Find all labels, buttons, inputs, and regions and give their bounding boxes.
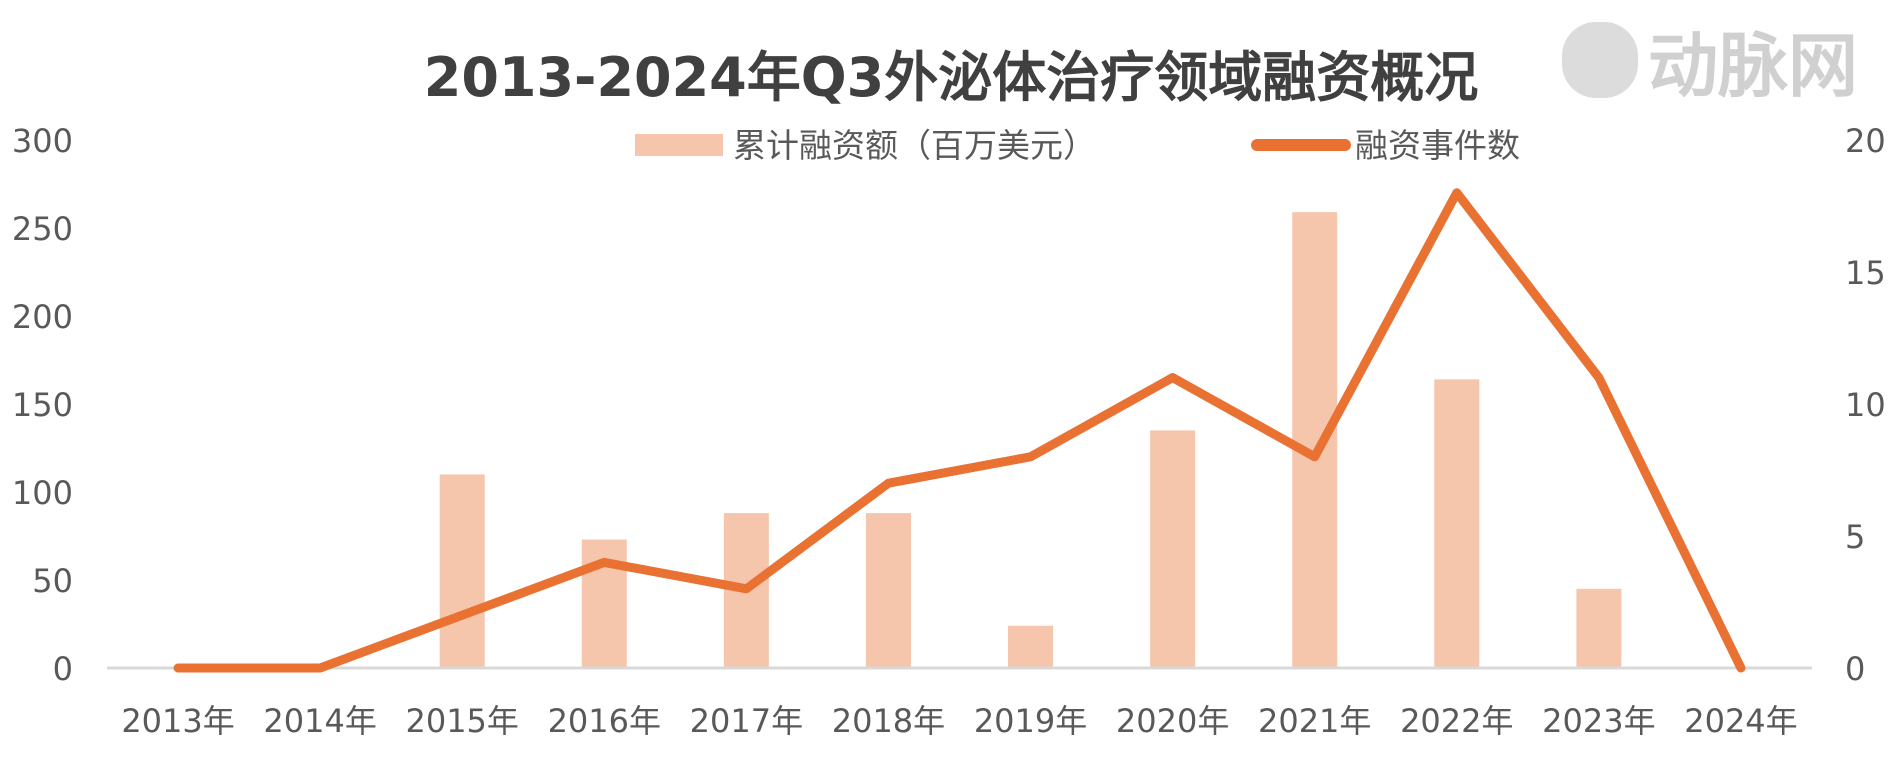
bar-2015年	[439, 474, 485, 668]
line-point-2019年	[1029, 455, 1032, 458]
chart-title: 2013-2024年Q3外泌体治疗领域融资概况	[424, 46, 1478, 109]
x-tick-label: 2023年	[1542, 702, 1655, 740]
line-series-events	[173, 188, 1746, 673]
legend: 累计融资额（百万美元） 融资事件数	[635, 126, 1520, 165]
line-point-2013年	[177, 667, 180, 669]
y-right-tick-label: 5	[1845, 518, 1865, 556]
watermark: 动脉网	[1562, 22, 1858, 107]
line-point-2021年	[1313, 455, 1316, 458]
x-tick-label: 2019年	[974, 702, 1087, 740]
y-left-tick-label: 300	[12, 122, 73, 160]
watermark-logo-icon	[1562, 22, 1638, 98]
line-point-2024年	[1739, 667, 1742, 669]
bar-2021年	[1292, 212, 1338, 668]
y-right-tick-label: 20	[1845, 122, 1886, 160]
line-point-2015年	[461, 614, 464, 617]
x-tick-label: 2017年	[690, 702, 803, 740]
legend-line-label: 融资事件数	[1355, 126, 1520, 165]
x-tick-label: 2013年	[121, 702, 234, 740]
y-right-tick-label: 0	[1845, 650, 1865, 688]
x-tick-label: 2022年	[1400, 702, 1513, 740]
bar-2022年	[1434, 379, 1480, 668]
watermark-text: 动脉网	[1648, 25, 1858, 107]
x-tick-label: 2015年	[405, 702, 518, 740]
bar-2023年	[1576, 588, 1622, 668]
line-point-2016年	[603, 561, 606, 564]
bar-2018年	[865, 513, 911, 668]
x-tick-label: 2014年	[263, 702, 376, 740]
y-right-tick-label: 15	[1845, 254, 1886, 292]
legend-bar-swatch	[635, 134, 723, 156]
y-left-tick-label: 100	[12, 474, 73, 512]
y-left-tick-label: 150	[12, 386, 73, 424]
line-point-2020年	[1171, 376, 1174, 379]
legend-bar-label: 累计融资额（百万美元）	[733, 126, 1096, 165]
y-left-tick-label: 200	[12, 298, 73, 336]
x-tick-label: 2021年	[1258, 702, 1371, 740]
y-right-tick-label: 10	[1845, 386, 1886, 424]
x-tick-label: 2020年	[1116, 702, 1229, 740]
bar-2019年	[1008, 625, 1054, 668]
line-point-2014年	[319, 667, 322, 669]
line-point-2023年	[1597, 376, 1600, 379]
x-tick-label: 2018年	[832, 702, 945, 740]
y-left-tick-label: 50	[32, 562, 73, 600]
line-point-2018年	[887, 482, 890, 485]
line-point-2017年	[745, 587, 748, 590]
x-tick-label: 2016年	[548, 702, 661, 740]
x-tick-label: 2024年	[1684, 702, 1797, 740]
y-left-tick-label: 250	[12, 210, 73, 248]
y-left-tick-label: 0	[53, 650, 73, 688]
bar-2020年	[1150, 430, 1196, 668]
line-point-2022年	[1455, 191, 1458, 194]
